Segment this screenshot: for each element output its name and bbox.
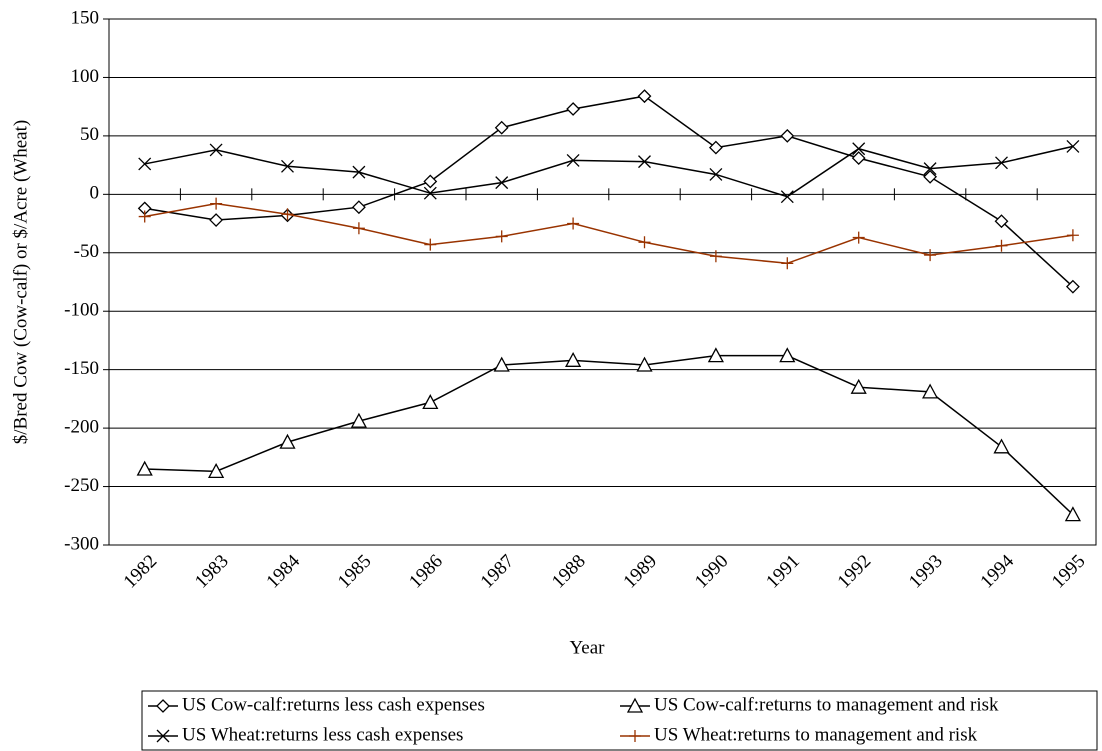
y-tick-label: -50 [74,241,99,262]
y-tick-label: 100 [71,66,100,87]
point [494,120,509,135]
point [852,231,865,244]
point [136,460,153,476]
point [156,699,170,713]
point [852,142,866,156]
point [923,162,937,176]
point [351,200,366,215]
x-tick-label: 1987 [477,551,519,593]
point [850,378,867,394]
point [281,159,294,173]
point [493,356,510,372]
point [638,155,651,169]
point [638,236,651,249]
legend-box [141,690,1098,751]
x-tick-label: 1994 [976,550,1018,592]
y-tick-label: 0 [90,183,100,204]
point [495,230,508,243]
y-tick-label: -300 [64,533,99,554]
point [352,222,365,235]
point [1066,139,1080,153]
series-line [144,145,1074,198]
point [781,257,794,270]
point [423,174,438,189]
point [994,214,1009,229]
point [281,208,294,221]
legend-label: US Cow-calf:returns less cash expenses [182,694,485,715]
point [924,249,937,262]
y-axis-label: $/Bred Cow (Cow-calf) or $/Acre (Wheat) [10,120,31,444]
x-tick-label: 1982 [120,551,162,593]
point [350,412,367,428]
y-tick-label: -100 [64,300,99,321]
point [565,351,582,367]
plot-frame [108,18,1097,546]
x-tick-label: 1988 [548,551,590,593]
point [629,730,641,742]
series-line [144,95,1074,288]
point [424,238,437,251]
y-tick-label: 150 [71,7,100,28]
point [636,356,653,372]
y-tick-label: -250 [64,475,99,496]
point [279,433,296,449]
point [995,239,1008,252]
x-tick-label: 1989 [619,551,661,593]
y-tick-label: -200 [64,416,99,437]
point [495,176,509,190]
x-tick-label: 1983 [191,551,233,593]
x-tick-label: 1986 [405,551,447,593]
point [423,186,437,200]
point [995,156,1008,170]
point [567,217,580,230]
point [209,213,224,227]
point [138,157,152,171]
x-tick-label: 1991 [762,551,804,593]
point [922,383,939,399]
series-line [144,354,1074,516]
point [208,462,225,479]
point [422,394,439,410]
point [707,347,724,363]
point [626,697,644,713]
point [780,190,794,204]
point [1066,229,1079,242]
point [566,102,581,116]
x-tick-label: 1985 [334,551,376,593]
point [209,143,223,157]
x-tick-label: 1990 [691,551,733,593]
series-line [144,202,1074,265]
point [1065,279,1080,294]
legend-label: US Wheat:returns less cash expenses [182,724,463,745]
point [708,140,723,155]
y-tick-label: -150 [64,358,99,379]
point [779,347,796,363]
point [138,210,151,223]
x-tick-label: 1992 [834,551,876,593]
x-axis-label: Year [569,637,605,658]
point [993,438,1010,454]
x-tick-label: 1993 [905,551,947,593]
point [780,128,795,143]
x-tick-label: 1984 [262,550,304,592]
y-tick-label: 50 [80,124,99,145]
legend-label: US Wheat:returns to management and risk [654,724,978,745]
point [210,197,223,210]
x-tick-label: 1995 [1048,551,1090,593]
point [352,165,366,179]
point [923,169,938,184]
point [156,729,170,743]
legend-label: US Cow-calf:returns to management and ri… [654,694,999,715]
point [709,250,722,263]
point [566,153,580,167]
point [851,151,866,166]
point [1064,506,1081,522]
point [637,89,652,104]
point [709,168,723,181]
